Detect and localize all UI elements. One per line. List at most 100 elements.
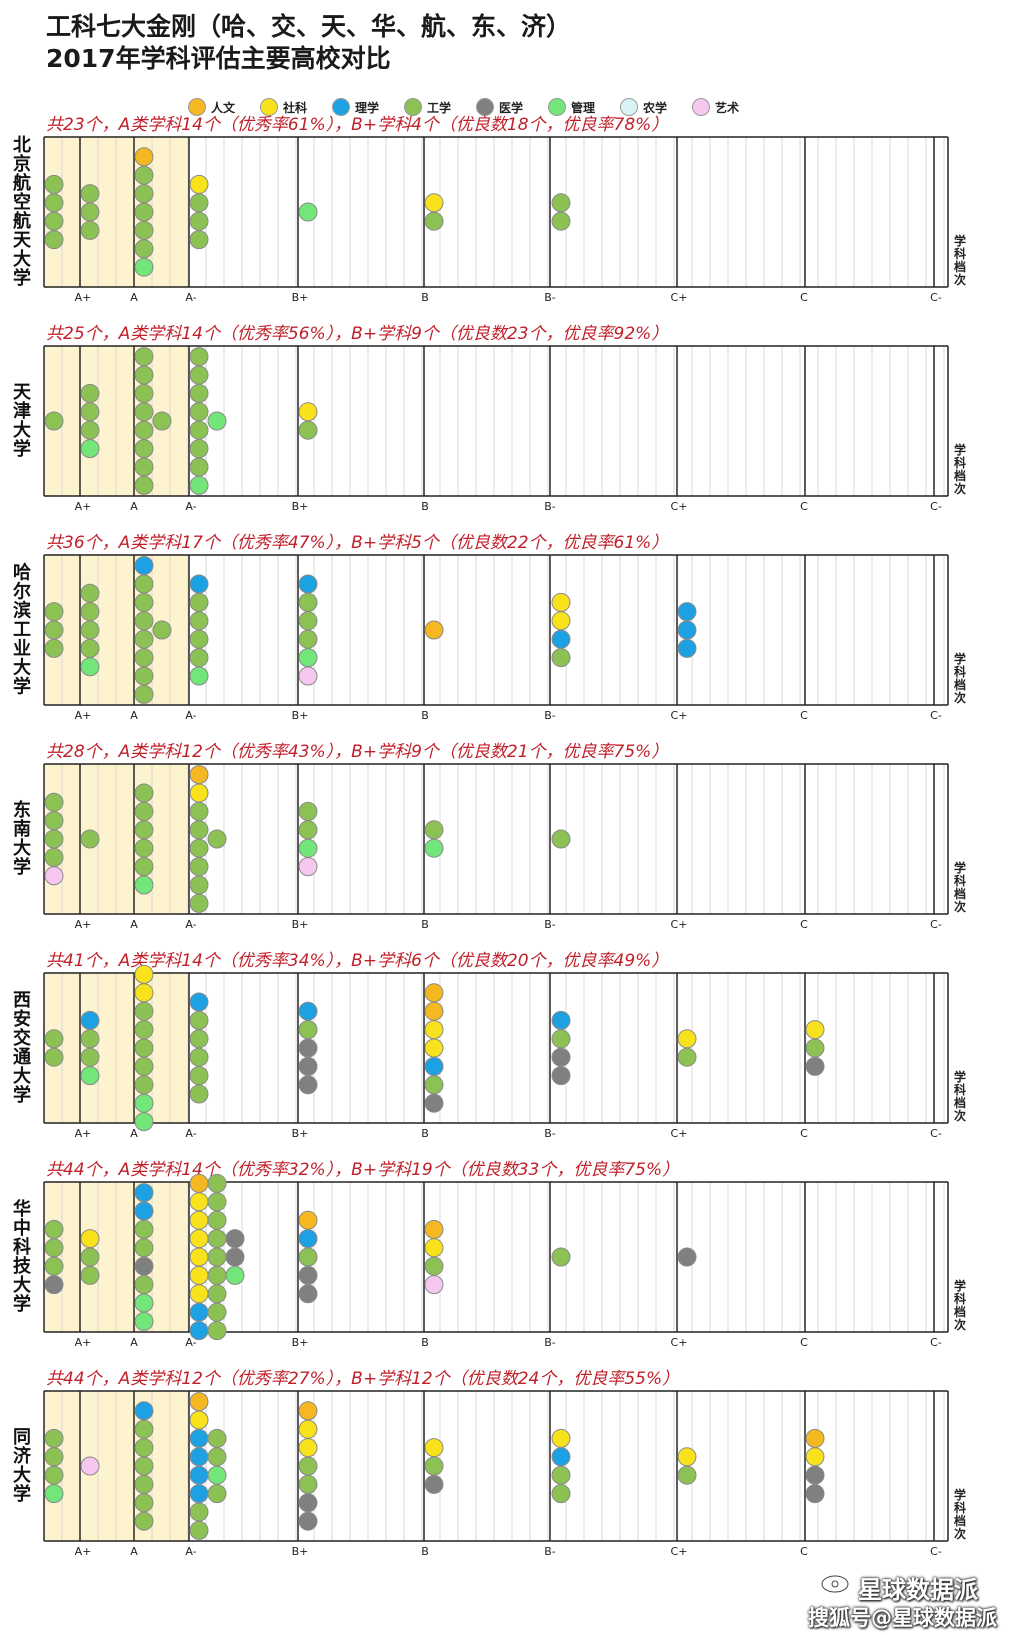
discipline-dot	[424, 620, 444, 640]
discipline-dot	[298, 1419, 318, 1439]
discipline-dot	[134, 184, 154, 204]
discipline-dot	[298, 1056, 318, 1076]
university-name-char: 科	[13, 1236, 31, 1258]
legend-label: 理学	[355, 100, 380, 115]
discipline-dot	[551, 629, 571, 649]
discipline-dot	[44, 1256, 64, 1276]
discipline-dot	[134, 820, 154, 840]
discipline-dot	[189, 857, 209, 877]
university-name-char: 大	[13, 657, 31, 679]
discipline-dot	[551, 592, 571, 612]
discipline-dot	[134, 983, 154, 1003]
discipline-dot	[424, 1056, 444, 1076]
university-name-char: 大	[13, 1065, 31, 1087]
discipline-dot	[44, 193, 64, 213]
discipline-dot	[805, 1484, 825, 1504]
side-label-char: 学	[954, 442, 966, 457]
tick-label: B-	[544, 291, 556, 304]
discipline-dot	[134, 1201, 154, 1221]
discipline-dot	[80, 583, 100, 603]
discipline-dot	[134, 783, 154, 803]
discipline-dot	[298, 1493, 318, 1513]
discipline-dot	[189, 801, 209, 821]
discipline-dot	[551, 1066, 571, 1086]
tick-label: A+	[75, 709, 92, 722]
university-name-char: 南	[13, 818, 31, 840]
tick-label: C+	[671, 291, 688, 304]
discipline-dot	[424, 1020, 444, 1040]
discipline-dot	[189, 1247, 209, 1267]
discipline-dot	[134, 1401, 154, 1421]
side-label-char: 档	[954, 259, 966, 274]
tick-label: A-	[185, 1127, 196, 1140]
panel-summary: 共44个，A类学科12个（优秀率27%），B+学科12个（优良数24个，优良率5…	[46, 1369, 679, 1389]
discipline-dot	[298, 1438, 318, 1458]
discipline-dot	[207, 1321, 227, 1341]
university-name-char: 西	[13, 990, 31, 1011]
discipline-dot	[134, 365, 154, 385]
discipline-dot	[189, 1484, 209, 1504]
tick-label: C-	[930, 500, 942, 513]
tick-label: A+	[75, 1545, 92, 1558]
legend-swatch	[476, 98, 494, 116]
discipline-dot	[80, 383, 100, 403]
discipline-dot	[189, 1428, 209, 1448]
discipline-dot	[207, 1192, 227, 1212]
tick-label: B-	[544, 918, 556, 931]
discipline-dot	[207, 1247, 227, 1267]
discipline-dot	[551, 1484, 571, 1504]
discipline-dot	[189, 383, 209, 403]
tick-label: C	[800, 500, 808, 513]
discipline-dot	[298, 801, 318, 821]
discipline-dot	[424, 1075, 444, 1095]
tick-label: B+	[292, 500, 309, 513]
discipline-dot	[189, 1265, 209, 1285]
legend-item: 人文	[188, 96, 235, 118]
discipline-dot	[44, 829, 64, 849]
discipline-dot	[551, 611, 571, 631]
side-label-char: 科	[954, 1500, 966, 1515]
discipline-dot	[134, 239, 154, 259]
tick-label: A	[130, 1545, 138, 1558]
discipline-dot	[298, 857, 318, 877]
discipline-dot	[189, 574, 209, 594]
discipline-dot	[134, 439, 154, 459]
discipline-dot	[152, 411, 172, 431]
panel-summary: 共25个，A类学科14个（优秀率56%），B+学科9个（优良数23个，优良率92…	[46, 324, 668, 344]
discipline-dot	[298, 611, 318, 631]
discipline-dot	[551, 1029, 571, 1049]
panel-summary: 共44个，A类学科14个（优秀率32%），B+学科19个（优良数33个，优良率7…	[46, 1160, 679, 1180]
tick-label: C-	[930, 918, 942, 931]
discipline-dot	[207, 411, 227, 431]
discipline-dot	[677, 1447, 697, 1467]
discipline-dot	[134, 1219, 154, 1239]
discipline-dot	[424, 211, 444, 231]
discipline-dot	[134, 592, 154, 612]
university-name-char: 航	[13, 210, 31, 232]
discipline-dot	[551, 211, 571, 231]
panel-summary: 共28个，A类学科12个（优秀率43%），B+学科9个（优良数21个，优良率75…	[46, 742, 668, 762]
discipline-dot	[80, 1066, 100, 1086]
discipline-dot	[551, 648, 571, 668]
discipline-dot	[134, 1456, 154, 1476]
discipline-dot	[44, 1047, 64, 1067]
university-name-char: 尔	[13, 581, 31, 603]
tick-label: A-	[185, 709, 196, 722]
discipline-dot	[44, 211, 64, 231]
discipline-dot	[424, 1438, 444, 1458]
discipline-dot	[298, 838, 318, 858]
discipline-dot	[189, 1302, 209, 1322]
university-name: 西安交通大学	[13, 990, 31, 1106]
university-name-char: 学	[13, 1293, 31, 1315]
discipline-dot	[424, 1001, 444, 1021]
discipline-dot	[189, 992, 209, 1012]
discipline-dot	[298, 1210, 318, 1230]
side-label-char: 档	[954, 468, 966, 483]
discipline-dot	[189, 820, 209, 840]
discipline-dot	[298, 1229, 318, 1249]
tick-label: B	[421, 500, 429, 513]
discipline-dot	[207, 1265, 227, 1285]
legend-item: 理学	[332, 96, 379, 118]
tick-label: A-	[185, 500, 196, 513]
discipline-dot	[44, 1219, 64, 1239]
